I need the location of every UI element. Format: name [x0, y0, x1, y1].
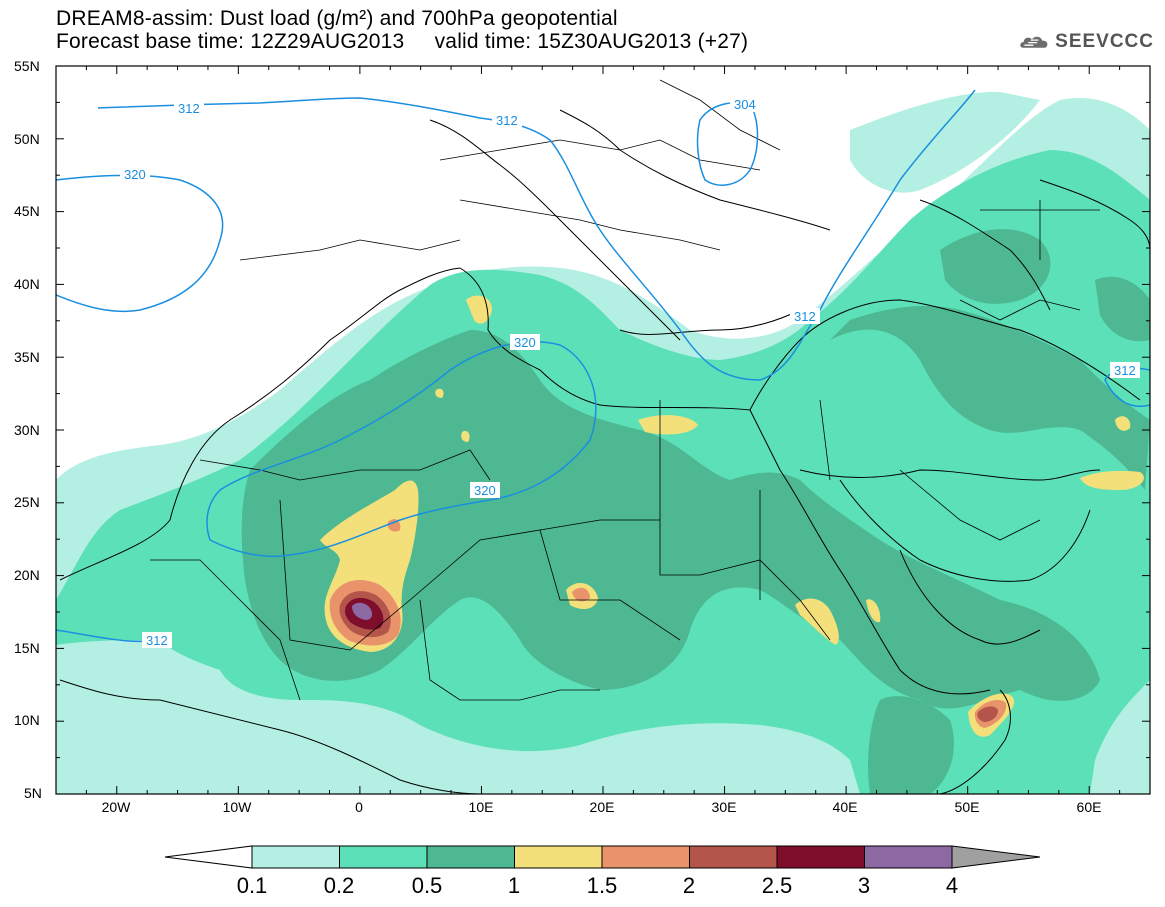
colorbar-box	[864, 845, 953, 869]
lat-label: 5N	[24, 785, 42, 801]
latitude-labels: 55N 50N 45N 40N 35N 30N 25N 20N 15N 10N …	[14, 58, 42, 801]
contour-label: 312	[146, 633, 168, 648]
colorbar-over-triangle	[951, 845, 1041, 869]
colorbar-tick-label: 4	[946, 873, 958, 898]
lat-label: 45N	[14, 203, 40, 219]
colorbar-tick-label: 0.1	[237, 873, 268, 898]
dust-level-0.5	[241, 229, 1150, 794]
lat-label: 30N	[14, 422, 40, 438]
colorbar-tick-label: 0.2	[324, 873, 355, 898]
lat-label: 50N	[14, 131, 40, 147]
valid-time: valid time: 15Z30AUG2013 (+27)	[434, 30, 749, 53]
lon-label: 60E	[1077, 799, 1102, 815]
contour-label: 320	[474, 483, 496, 498]
coastlines	[59, 109, 1150, 794]
lon-label: 20W	[102, 799, 132, 815]
colorbar-box	[514, 845, 603, 869]
borders	[150, 79, 1100, 701]
colorbar-tick-label: 0.5	[412, 873, 443, 898]
colorbar-tick-label: 3	[858, 873, 870, 898]
colorbar-box	[601, 845, 690, 869]
colorbar-box	[776, 845, 865, 869]
lon-label: 40E	[833, 799, 858, 815]
lat-label: 20N	[14, 567, 40, 583]
map-title: DREAM8-assim: Dust load (g/m²) and 700hP…	[56, 7, 618, 30]
colorbar-box	[689, 845, 778, 869]
contour-label: 320	[514, 335, 536, 350]
colorbar-tick-label: 2	[683, 873, 695, 898]
cloud-logo-icon	[1020, 36, 1048, 48]
lat-label: 10N	[14, 712, 40, 728]
lat-label: 55N	[14, 58, 40, 74]
contour-label: 312	[178, 101, 200, 116]
colorbar-tick-label: 1.5	[587, 873, 618, 898]
colorbar-box	[251, 845, 340, 869]
contour-label: 312	[794, 309, 816, 324]
dust-field	[56, 79, 1150, 794]
lon-label: 30E	[712, 799, 737, 815]
longitude-labels: 20W 10W 0 10E 20E 30E 40E 50E 60E	[102, 799, 1102, 815]
base-time: Forecast base time: 12Z29AUG2013	[56, 30, 405, 53]
logo-text: SEEVCCC	[1055, 31, 1154, 52]
lat-label: 35N	[14, 349, 40, 365]
contour-label: 304	[734, 97, 756, 112]
lon-label: 10E	[469, 799, 494, 815]
contour-labels: 312 312 320 304 312 320 320 312 312	[120, 96, 1140, 648]
colorbar-tick-label: 1	[508, 873, 520, 898]
lat-label: 25N	[14, 494, 40, 510]
colorbar-tick-label: 2.5	[762, 873, 793, 898]
lon-label: 50E	[955, 799, 980, 815]
lon-label: 0	[355, 799, 363, 815]
colorbar: 0.1 0.2 0.5 1 1.5 2 2.5 3 4	[164, 845, 1041, 898]
colorbar-box	[339, 845, 428, 869]
dust-level-3	[352, 602, 373, 620]
lat-label: 40N	[14, 276, 40, 292]
seevccc-logo: SEEVCCC	[1018, 28, 1154, 56]
contour-label: 312	[1114, 363, 1136, 378]
geopotential-contours	[56, 89, 1150, 643]
lon-label: 10W	[223, 799, 253, 815]
contour-label: 312	[496, 113, 518, 128]
lat-label: 15N	[14, 640, 40, 656]
contour-label: 320	[124, 167, 146, 182]
lon-label: 20E	[590, 799, 615, 815]
colorbar-box	[426, 845, 515, 869]
colorbar-under-triangle	[164, 845, 253, 869]
forecast-times: Forecast base time: 12Z29AUG2013 valid t…	[56, 31, 748, 53]
axis-ticks	[55, 65, 1151, 795]
